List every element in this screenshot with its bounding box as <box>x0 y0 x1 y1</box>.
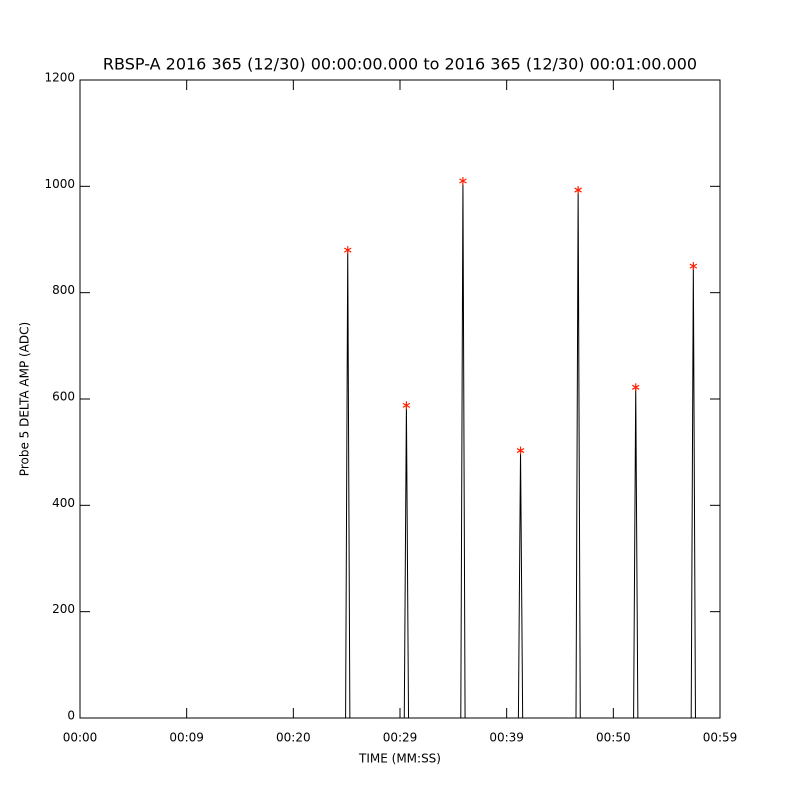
x-tick-label: 00:00 <box>63 731 98 745</box>
peak-marker <box>402 401 411 410</box>
chart-title: RBSP-A 2016 365 (12/30) 00:00:00.000 to … <box>103 55 697 74</box>
x-axis-label: TIME (MM:SS) <box>358 752 441 766</box>
peak-marker <box>631 383 640 392</box>
y-tick-label: 400 <box>52 496 75 510</box>
x-tick-label: 00:29 <box>383 731 418 745</box>
marker-stroke <box>402 402 411 408</box>
peak-marker <box>459 177 467 186</box>
y-axis-label: Probe 5 DELTA AMP (ADC) <box>18 322 32 476</box>
peak-marker <box>343 246 352 255</box>
x-tick-label: 00:59 <box>703 731 738 745</box>
marker-stroke <box>574 187 582 193</box>
y-tick-label: 0 <box>67 709 75 723</box>
peak-marker <box>574 186 582 195</box>
marker-stroke <box>516 448 525 454</box>
x-tick-label: 00:09 <box>169 731 204 745</box>
plot-frame <box>79 79 721 719</box>
marker-stroke <box>459 178 467 184</box>
marker-stroke <box>631 384 640 390</box>
x-tick-label: 00:20 <box>276 731 311 745</box>
y-tick-label: 200 <box>52 602 75 616</box>
y-tick-label: 1000 <box>44 177 75 191</box>
marker-stroke <box>689 263 698 269</box>
y-tick-label: 800 <box>52 283 75 297</box>
x-tick-label: 00:39 <box>489 731 524 745</box>
x-tick-label: 00:50 <box>596 731 631 745</box>
y-tick-label: 600 <box>52 390 75 404</box>
marker-stroke <box>343 247 352 253</box>
y-tick-label: 1200 <box>44 71 75 85</box>
data-line <box>80 181 720 719</box>
peak-marker <box>689 262 698 271</box>
peak-marker <box>516 446 525 455</box>
